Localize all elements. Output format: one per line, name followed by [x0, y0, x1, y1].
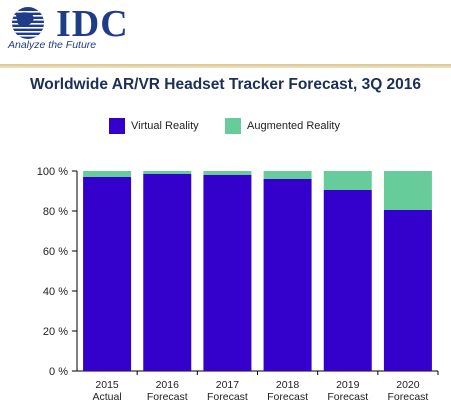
x-tick-label: Forecast [147, 391, 188, 403]
bar-segment-vr [263, 179, 312, 371]
y-tick-label: 100 % [37, 166, 68, 178]
bar-segment-ar [263, 171, 312, 179]
x-tick-label: Forecast [207, 391, 248, 403]
bar-segment-vr [83, 177, 132, 371]
idc-logo[interactable]: IDC Analyze the Future [6, 3, 166, 54]
logo-tagline: Analyze the Future [8, 39, 97, 51]
legend-label-vr: Virtual Reality [131, 120, 199, 132]
x-tick-label: Forecast [267, 391, 308, 403]
bar-segment-ar [203, 171, 252, 175]
bar-segment-ar [143, 171, 192, 174]
chart-legend: Virtual Reality Augmented Reality [0, 118, 451, 136]
bar-segment-ar [383, 171, 432, 210]
x-tick-label: Forecast [327, 391, 368, 403]
bar-segment-vr [143, 174, 192, 371]
x-tick-label: 2015 [95, 379, 119, 391]
globe-icon [12, 7, 44, 39]
x-tick-label: 2016 [156, 379, 180, 391]
x-tick-label: 2017 [216, 379, 240, 391]
x-tick-label: 2020 [396, 379, 420, 391]
bar-segment-vr [203, 175, 252, 371]
y-tick-label: 80 % [43, 206, 68, 218]
legend-swatch-vr [109, 118, 125, 134]
bar-segment-vr [323, 190, 372, 371]
chart-title: Worldwide AR/VR Headset Tracker Forecast… [29, 76, 422, 93]
logo-wordmark: IDC [56, 3, 129, 45]
y-tick-label: 20 % [43, 326, 68, 338]
x-tick-label: 2019 [336, 379, 360, 391]
bar-segment-vr [383, 210, 432, 371]
legend-item-vr: Virtual Reality [109, 118, 199, 134]
legend-label-ar: Augmented Reality [247, 120, 340, 132]
stacked-bar-chart: 0 %20 %40 %60 %80 %100 %2015Actual2016Fo… [37, 166, 439, 403]
x-tick-label: Forecast [387, 391, 428, 403]
y-tick-label: 40 % [43, 286, 68, 298]
header: IDC Analyze the Future [0, 0, 451, 62]
legend-swatch-ar [225, 118, 241, 134]
x-tick-label: 2018 [276, 379, 300, 391]
bar-segment-ar [83, 171, 132, 177]
x-tick-label: Actual [92, 391, 121, 403]
bar-segment-ar [323, 171, 372, 190]
header-divider [0, 64, 451, 68]
y-tick-label: 60 % [43, 246, 68, 258]
legend-item-ar: Augmented Reality [225, 118, 340, 134]
y-tick-label: 0 % [49, 366, 68, 378]
